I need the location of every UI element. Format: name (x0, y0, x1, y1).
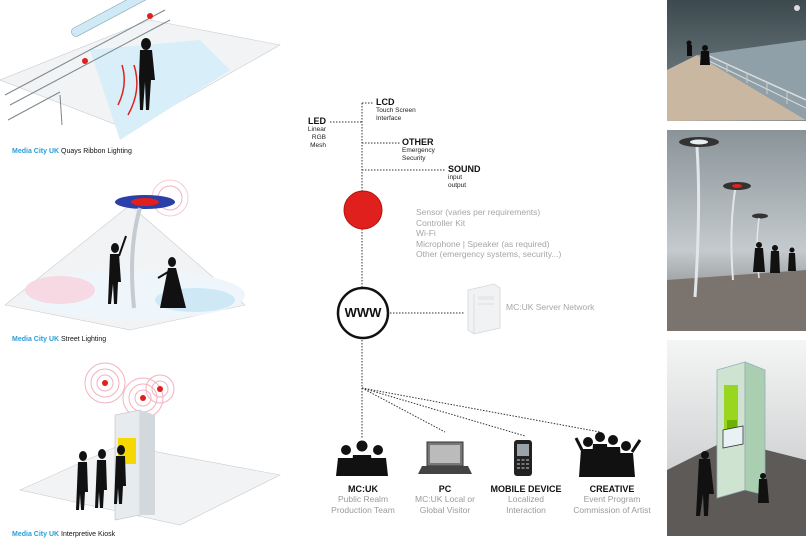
controller-items-list: Sensor (varies per requirements) Control… (416, 207, 561, 260)
street-lighting-illustration (4, 179, 246, 331)
laptop-icon (418, 441, 472, 474)
node-pc: PC MC:UK Local or Global Visitor (405, 484, 485, 516)
other-line-2: Security (402, 155, 426, 162)
brand-logo: Media City UK (12, 336, 60, 343)
node-title: MC:UK (348, 484, 378, 494)
list-item: Wi-Fi (416, 228, 436, 238)
node-sub-1: Public Realm (337, 494, 389, 504)
interpretive-kiosk-illustration (19, 362, 281, 526)
node-sub-2: Interaction (506, 505, 546, 515)
www-node (336, 286, 390, 340)
team-icon (336, 440, 388, 476)
crowd-icon (574, 432, 642, 477)
brand-logo: Media City UK (12, 531, 60, 538)
node-sub-2: Production Team (331, 505, 395, 515)
led-line-1: Linear (307, 126, 326, 133)
list-item: Controller Kit (416, 217, 466, 228)
lcd-label-group: LCD Touch Screen Interface (376, 97, 416, 123)
brand-logo: Media City UK (12, 148, 60, 155)
node-sub-1: Localized (508, 494, 544, 504)
sound-label-group: SOUND input output (448, 164, 481, 190)
node-mcuk: MC:UK Public Realm Production Team (322, 484, 404, 516)
caption-ribbon-lighting: Media City UK Quays Ribbon Lighting (12, 148, 132, 155)
lcd-title: LCD (376, 97, 395, 107)
node-sub-1: MC:UK Local or (415, 494, 475, 504)
sound-line-2: output (448, 182, 467, 189)
www-label: WWW (344, 305, 382, 320)
other-line-1: Emergency (402, 147, 435, 154)
controller-node (343, 190, 383, 230)
ribbon-lighting-illustration (0, 0, 281, 140)
led-label-group: LED Linear RGB Mesh (296, 116, 326, 150)
led-line-3: Mesh (310, 142, 326, 149)
list-item: Microphone | Speaker (as required) (416, 238, 550, 249)
node-title: CREATIVE (589, 484, 635, 494)
other-label-group: OTHER Emergency Security (402, 137, 435, 163)
lcd-line-1: Touch Screen (376, 107, 416, 114)
caption-street-lighting: Media City UK Street Lighting (12, 336, 107, 343)
led-line-2: RGB (311, 134, 326, 141)
node-sub-1: Event Program (583, 494, 641, 504)
led-title: LED (308, 116, 326, 126)
list-item: Sensor (varies per requirements) (416, 207, 541, 217)
list-item: Other (emergency systems, security...) (416, 249, 562, 259)
server-icon (467, 283, 501, 335)
node-title: MOBILE DEVICE (490, 484, 562, 494)
node-mobile-device: MOBILE DEVICE Localized Interaction (483, 484, 569, 516)
node-title: PC (438, 484, 452, 494)
promenade-render-photo (667, 0, 806, 121)
caption-interpretive-kiosk: Media City UK Interpretive Kiosk (12, 531, 116, 538)
server-network-label: MC:UK Server Network (506, 302, 595, 312)
sound-line-1: input (448, 174, 463, 181)
node-sub-2: Global Visitor (419, 505, 471, 515)
node-creative: CREATIVE Event Program Commission of Art… (562, 484, 662, 516)
other-title: OTHER (402, 137, 434, 147)
mobile-phone-icon (514, 440, 532, 476)
sound-title: SOUND (448, 164, 481, 174)
lcd-line-2: Interface (376, 115, 402, 122)
node-sub-2: Commission of Artist (573, 505, 651, 515)
street-lamps-render-photo (667, 130, 806, 331)
kiosk-render-photo (667, 340, 806, 536)
